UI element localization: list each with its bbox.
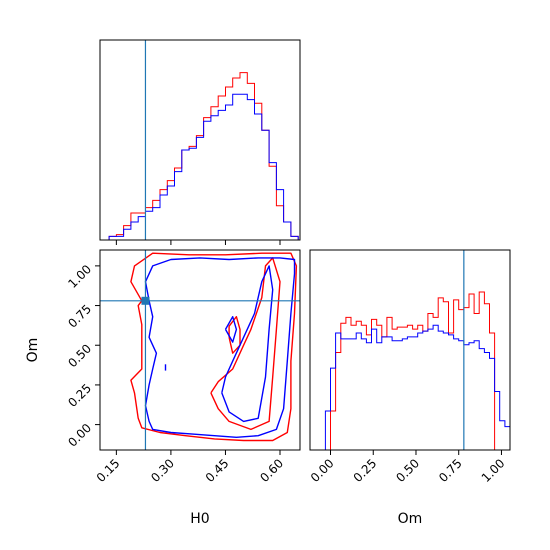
h0-histogram-panel <box>99 39 301 245</box>
truth-marker <box>141 296 150 305</box>
contour-red-2 <box>228 316 241 354</box>
om-histogram-panel: 0.00 0.25 0.50 0.75 1.00 Om <box>308 249 511 527</box>
contour-red-1 <box>210 257 281 431</box>
om-hist-tick-label-1: 0.25 <box>351 456 380 485</box>
contour-red-0 <box>130 252 298 442</box>
om-tick-label-3: 0.75 <box>65 302 94 331</box>
om-tick-label-1: 0.25 <box>65 381 94 410</box>
om-histogram-red-series <box>320 291 510 451</box>
x-axis-label-h0: H0 <box>190 511 209 527</box>
h0-tick-label-0: 0.15 <box>94 456 123 485</box>
y-axis-label-om: Om <box>25 338 41 363</box>
om-hist-tick-label-4: 1.00 <box>479 456 508 485</box>
om-hist-tick-label-0: 0.00 <box>308 456 337 485</box>
om-tick-label-2: 0.50 <box>65 341 94 370</box>
om-histogram-frame <box>309 249 511 451</box>
h0-tick-label-1: 0.30 <box>148 456 177 485</box>
contour-blue-4 <box>221 265 274 423</box>
h0-tick-label-3: 0.60 <box>257 456 286 485</box>
om-tick-label-4: 1.00 <box>65 262 94 291</box>
om-histogram-blue-series <box>320 324 511 451</box>
joint-frame <box>99 249 301 451</box>
h0-histogram-blue-series <box>108 93 299 240</box>
h0-histogram-red-series <box>108 72 299 240</box>
h0-histogram-frame <box>99 39 301 241</box>
om-hist-tick-label-2: 0.50 <box>393 456 422 485</box>
om-hist-tick-label-3: 0.75 <box>436 456 465 485</box>
joint-panel: 0.15 0.30 0.45 0.600.000.250.500.751.00 H0 … <box>25 249 301 527</box>
contour-blue-3 <box>144 257 296 438</box>
h0-tick-label-2: 0.45 <box>203 456 232 485</box>
om-tick-label-0: 0.00 <box>65 421 94 450</box>
contour-blue-5 <box>224 316 238 343</box>
x-axis-label-om: Om <box>398 511 423 527</box>
